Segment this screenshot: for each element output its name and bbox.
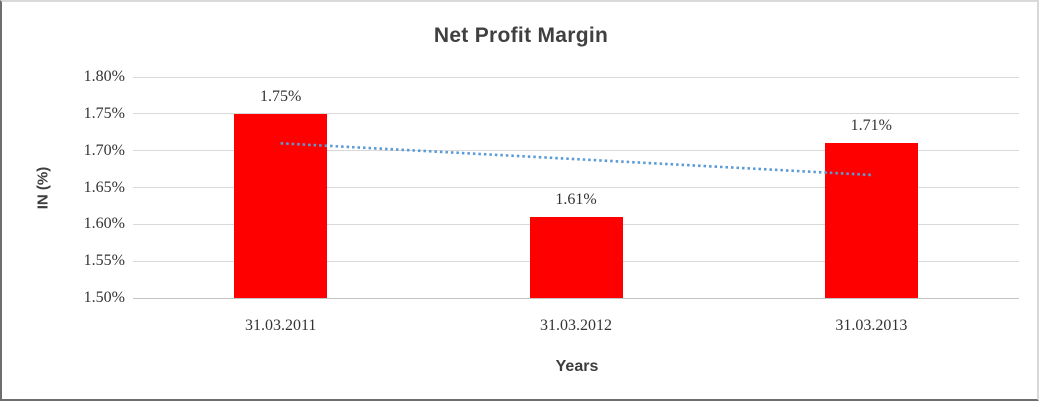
gridline [133, 187, 1019, 188]
bar [529, 216, 623, 298]
y-tick-label: 1.55% [83, 252, 125, 270]
bar [234, 113, 328, 298]
x-tick-label: 31.03.2013 [835, 317, 908, 334]
gridline [133, 113, 1019, 115]
bar [824, 143, 918, 298]
x-tick-label: 31.03.2012 [540, 317, 612, 334]
trendline-dotted-segment [280, 142, 872, 177]
x-axis-title: Years [555, 358, 599, 375]
bar-data-label: 1.71% [850, 117, 892, 135]
x-tick-label: 31.03.2011 [244, 317, 317, 334]
y-tick-label: 1.60% [83, 215, 125, 233]
chart-title: Net Profit Margin [433, 24, 609, 47]
gridline [133, 76, 1019, 78]
y-tick-label: 1.75% [83, 104, 125, 122]
y-tick-label: 1.65% [83, 178, 125, 196]
y-tick-label: 1.80% [83, 68, 125, 85]
bar-data-label: 1.61% [555, 190, 597, 208]
y-axis-title: IN (%) [34, 166, 52, 210]
bar-data-label: 1.75% [259, 87, 302, 105]
y-tick-label: 1.50% [83, 289, 125, 306]
y-tick-label: 1.70% [83, 141, 125, 159]
x-axis-line [133, 297, 1019, 299]
